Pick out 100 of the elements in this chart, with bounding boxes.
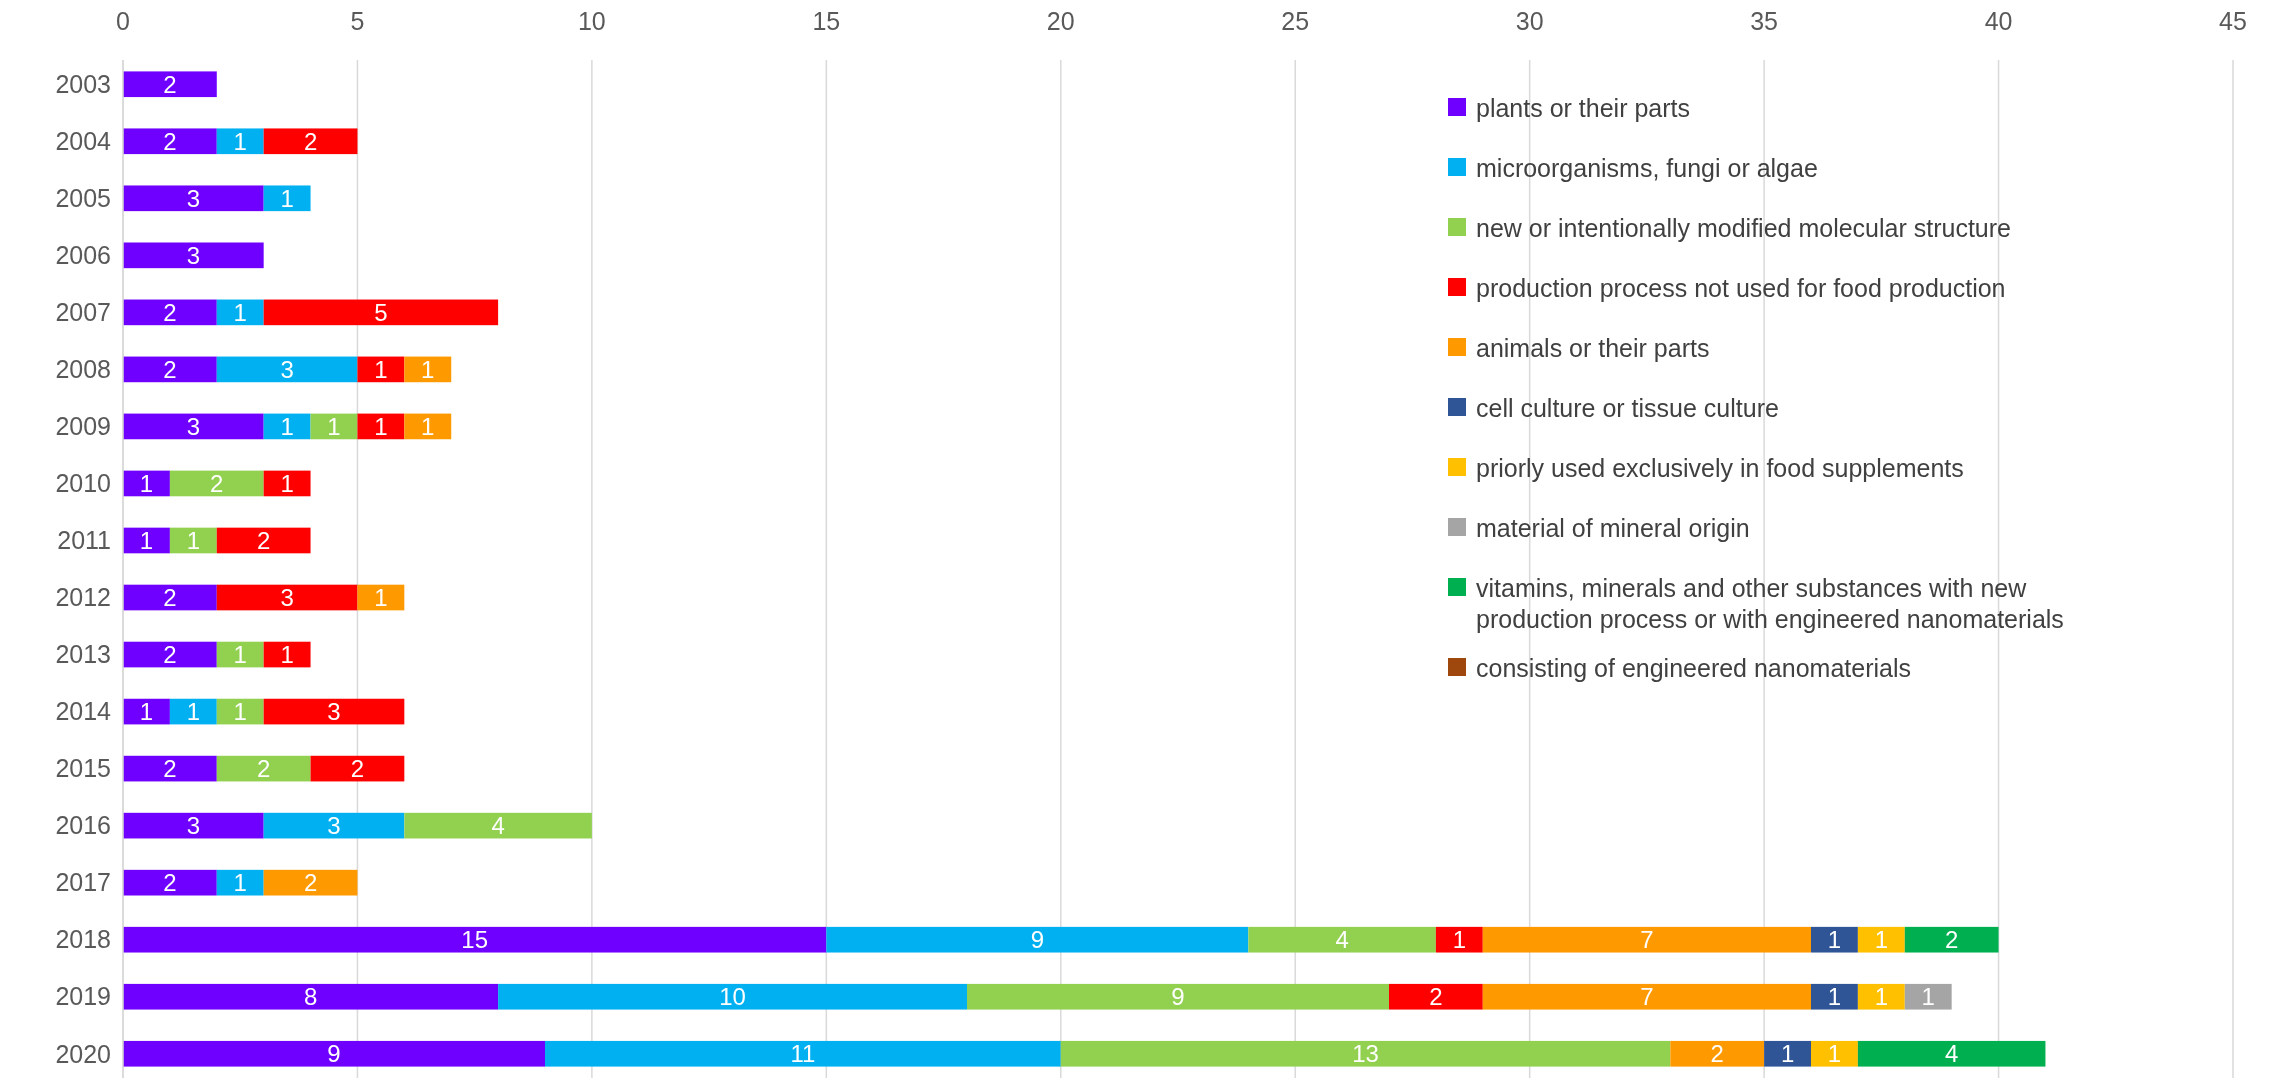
y-tick-label: 2009 (55, 412, 111, 441)
bar (404, 812, 592, 839)
data-label: 13 (1352, 1040, 1379, 1068)
x-tick-label: 35 (1750, 7, 1779, 35)
data-label: 3 (186, 184, 201, 212)
data-label: 1 (421, 355, 435, 383)
legend-label: priorly used exclusively in food supplements (1476, 453, 1964, 482)
bar (123, 641, 217, 668)
bar (263, 299, 499, 326)
bar (1060, 1040, 1671, 1067)
y-tick-label: 2008 (55, 355, 111, 384)
bar (123, 755, 217, 782)
data-label: 7 (1640, 983, 1654, 1011)
bar (1904, 983, 1952, 1010)
legend-label: consisting of engineered nanomaterials (1476, 653, 1911, 682)
bar (263, 185, 311, 212)
data-label: 2 (163, 70, 177, 98)
y-tick-label: 2014 (55, 697, 112, 726)
y-tick-label: 2003 (55, 69, 111, 98)
data-label: 1 (280, 469, 294, 497)
data-label: 2 (303, 869, 318, 897)
bar (1811, 926, 1858, 953)
bar (1857, 983, 1905, 1010)
bar (216, 299, 264, 326)
y-tick-label: 2005 (55, 184, 111, 213)
y-tick-label: 2012 (55, 583, 111, 612)
data-label: 2 (256, 526, 271, 554)
bar (404, 356, 452, 383)
y-tick-label: 2004 (55, 127, 112, 156)
x-tick-label: 0 (116, 7, 130, 35)
data-label: 1 (280, 184, 294, 212)
x-tick-label: 40 (1984, 7, 2013, 35)
y-tick-label: 2011 (57, 526, 111, 555)
data-label: 1 (186, 526, 201, 554)
bar (1811, 983, 1858, 1010)
data-label: 2 (163, 640, 177, 668)
x-tick-label: 45 (2219, 7, 2247, 35)
data-label: 1 (421, 412, 435, 440)
bar (216, 527, 311, 554)
bar (263, 698, 405, 725)
data-label: 1 (280, 640, 294, 668)
legend-label: new or intentionally modified molecular structure (1476, 213, 2011, 242)
bar (1857, 926, 1905, 953)
legend-label: animals or their parts (1476, 333, 1710, 362)
bar (1670, 1040, 1765, 1067)
data-label: 1 (280, 412, 294, 440)
data-label: 2 (163, 869, 177, 897)
data-label: 10 (719, 983, 746, 1011)
bar (169, 527, 217, 554)
bar (123, 413, 264, 440)
bar (826, 926, 1249, 953)
bar (1389, 983, 1483, 1010)
data-label: 3 (186, 812, 201, 840)
bar (357, 584, 405, 611)
data-label: 3 (280, 355, 294, 383)
data-label: 4 (491, 812, 505, 840)
bar (263, 641, 311, 668)
bar (123, 869, 217, 896)
data-label: 3 (280, 583, 294, 611)
bar (357, 356, 405, 383)
legend-label: microorganisms, fungi or algae (1476, 153, 1818, 182)
data-label: 15 (461, 926, 489, 954)
data-label: 1 (233, 298, 247, 326)
bar (123, 584, 217, 611)
y-tick-label: 2007 (55, 298, 111, 327)
bar (123, 1040, 545, 1067)
data-label: 4 (1335, 926, 1349, 954)
data-label: 3 (186, 241, 201, 269)
bar (169, 698, 217, 725)
bar (357, 413, 405, 440)
data-label: 2 (163, 298, 177, 326)
bar (123, 185, 264, 212)
data-label: 2 (350, 755, 365, 783)
data-label: 8 (303, 983, 318, 1011)
bar (1857, 1040, 2046, 1067)
data-label: 1 (1452, 926, 1467, 954)
y-tick-label: 2006 (55, 241, 111, 270)
y-tick-label: 2020 (55, 1039, 111, 1068)
legend-label: plants or their parts (1476, 93, 1690, 122)
bar (123, 242, 264, 269)
bar (216, 641, 264, 668)
bar (123, 983, 499, 1010)
bar (263, 869, 358, 896)
data-label: 1 (233, 697, 247, 725)
data-label: 1 (139, 697, 154, 725)
y-tick-label: 2013 (55, 640, 111, 669)
x-tick-label: 30 (1515, 7, 1544, 35)
bar (123, 299, 217, 326)
bar (263, 812, 405, 839)
data-label: 1 (1874, 983, 1889, 1011)
data-label: 3 (327, 812, 341, 840)
bar (216, 698, 264, 725)
data-label: 1 (374, 412, 388, 440)
data-label: 9 (1171, 983, 1185, 1011)
data-label: 1 (1827, 1040, 1842, 1068)
bar (545, 1040, 1061, 1067)
x-tick-label: 10 (577, 7, 606, 35)
legend-label: production process not used for food production (1476, 273, 2006, 302)
data-label: 11 (790, 1040, 816, 1068)
data-label: 2 (210, 469, 224, 497)
